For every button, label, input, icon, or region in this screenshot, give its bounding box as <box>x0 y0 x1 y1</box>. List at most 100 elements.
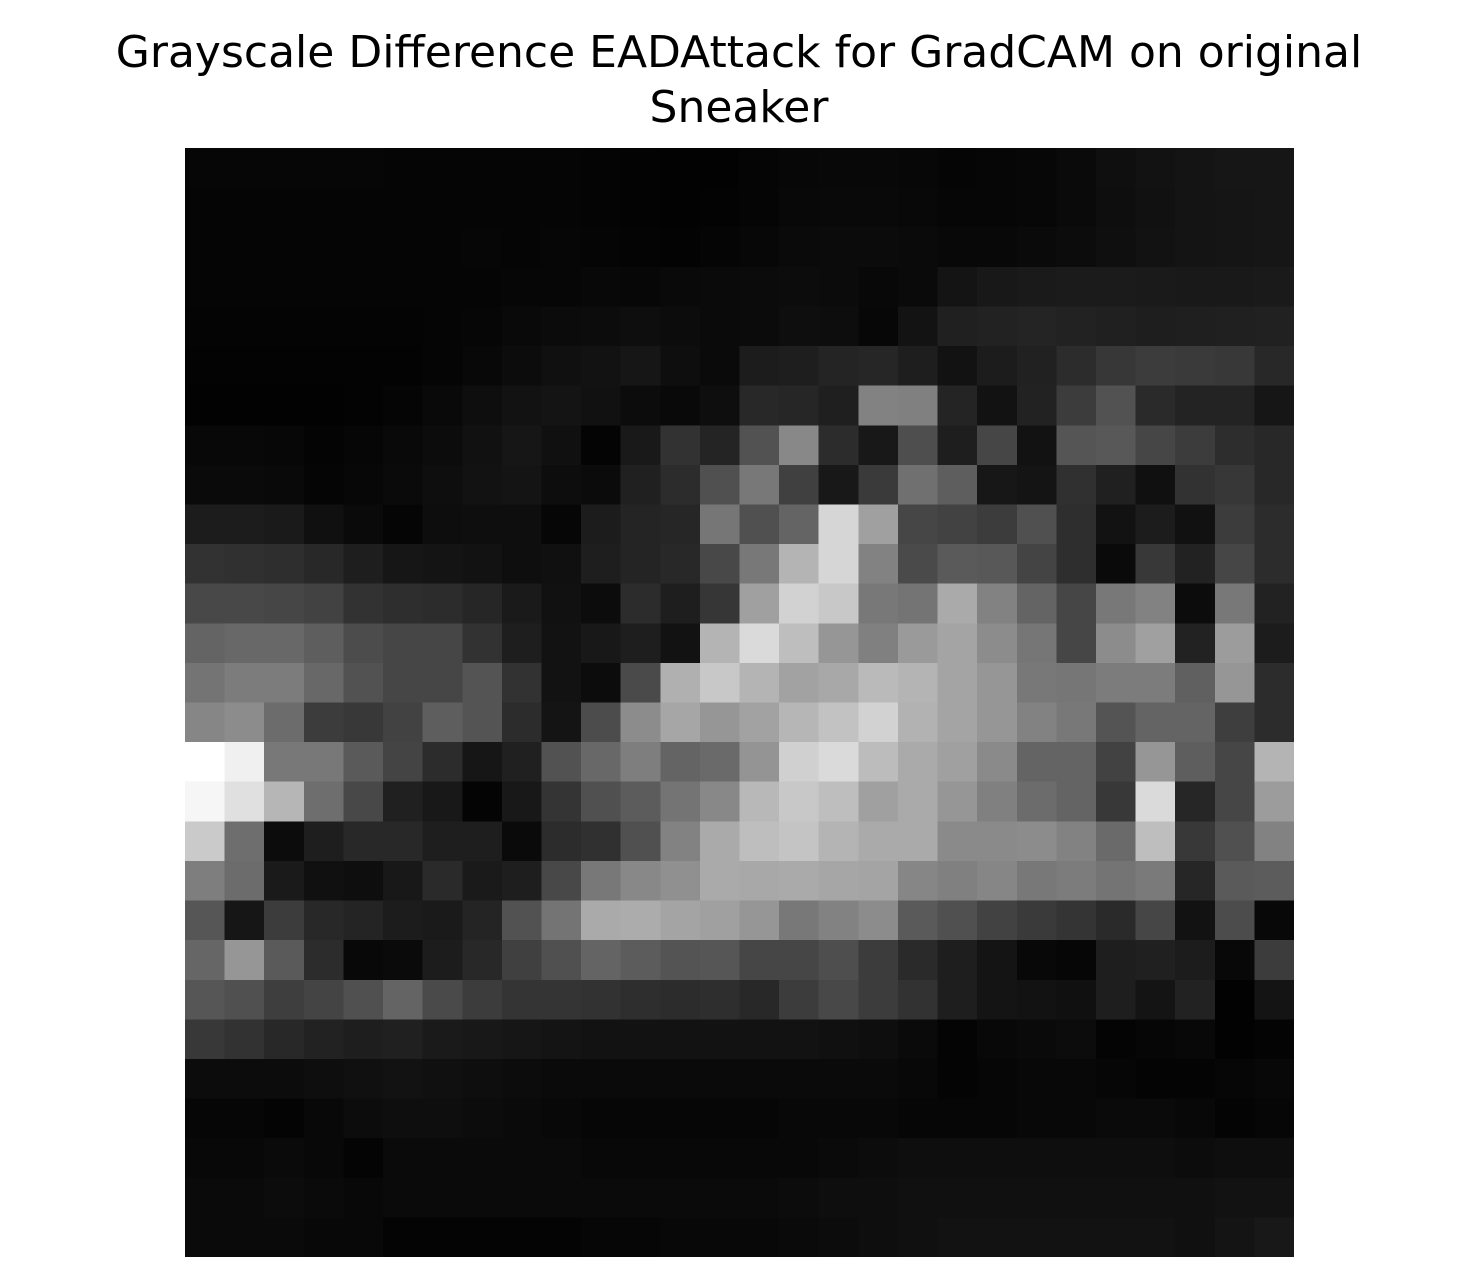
heatmap-cell-r13-c16 <box>818 662 859 704</box>
heatmap-cell-r9-c25 <box>1175 504 1216 545</box>
heatmap-cell-r1-c10 <box>581 187 622 228</box>
heatmap-cell-r12-c2 <box>264 623 305 664</box>
heatmap-cell-r8-c19 <box>937 464 978 506</box>
heatmap-cell-r16-c5 <box>383 781 424 822</box>
heatmap-cell-r3-c3 <box>303 266 345 308</box>
heatmap-cell-r20-c24 <box>1135 940 1176 981</box>
heatmap-cell-r22-c27 <box>1254 1019 1294 1060</box>
heatmap-cell-r13-c22 <box>1056 662 1097 704</box>
heatmap-cell-r12-c0 <box>185 623 226 664</box>
heatmap-cell-r17-c14 <box>739 821 780 862</box>
heatmap-cell-r9-c11 <box>620 504 661 545</box>
heatmap-cell-r3-c17 <box>858 266 899 308</box>
heatmap-cell-r3-c7 <box>462 266 503 308</box>
heatmap-cell-r23-c8 <box>501 1058 543 1100</box>
heatmap-cell-r22-c18 <box>897 1019 939 1060</box>
heatmap-cell-r3-c16 <box>818 266 859 308</box>
heatmap-cell-r24-c9 <box>541 1098 582 1139</box>
heatmap-cell-r9-c2 <box>264 504 305 545</box>
heatmap-cell-r25-c12 <box>660 1138 701 1179</box>
heatmap-cell-r17-c1 <box>224 821 265 862</box>
heatmap-cell-r14-c19 <box>937 702 978 743</box>
heatmap-cell-r5-c7 <box>462 346 503 387</box>
heatmap-cell-r5-c1 <box>224 346 265 387</box>
heatmap-cell-r20-c10 <box>581 940 622 981</box>
heatmap-cell-r3-c2 <box>264 266 305 308</box>
heatmap-cell-r7-c16 <box>818 425 859 466</box>
heatmap-cell-r8-c24 <box>1135 464 1176 506</box>
heatmap-cell-r20-c12 <box>660 940 701 981</box>
heatmap-cell-r20-c16 <box>818 940 859 981</box>
heatmap-cell-r21-c11 <box>620 979 661 1020</box>
heatmap-cell-r24-c27 <box>1254 1098 1294 1139</box>
heatmap-cell-r23-c25 <box>1175 1058 1216 1100</box>
heatmap-cell-r3-c11 <box>620 266 661 308</box>
heatmap-cell-r12-c19 <box>937 623 978 664</box>
heatmap-cell-r25-c7 <box>462 1138 503 1179</box>
heatmap-cell-r27-c26 <box>1214 1217 1255 1257</box>
heatmap-cell-r7-c12 <box>660 425 701 466</box>
heatmap-cell-r16-c26 <box>1214 781 1255 822</box>
heatmap-cell-r22-c24 <box>1135 1019 1176 1060</box>
heatmap-cell-r14-c23 <box>1095 702 1137 743</box>
heatmap-cell-r9-c5 <box>383 504 424 545</box>
heatmap-cell-r19-c23 <box>1095 900 1137 941</box>
heatmap-cell-r1-c20 <box>977 187 1018 228</box>
heatmap-cell-r11-c1 <box>224 583 265 624</box>
heatmap-cell-r14-c18 <box>897 702 939 743</box>
heatmap-cell-r12-c23 <box>1095 623 1137 664</box>
heatmap-cell-r0-c18 <box>897 148 939 189</box>
heatmap-cell-r10-c23 <box>1095 544 1137 585</box>
heatmap-cell-r8-c27 <box>1254 464 1294 506</box>
heatmap-cell-r8-c11 <box>620 464 661 506</box>
heatmap-cell-r14-c14 <box>739 702 780 743</box>
heatmap-cell-r16-c8 <box>501 781 543 822</box>
heatmap-cell-r10-c22 <box>1056 544 1097 585</box>
heatmap-cell-r20-c15 <box>779 940 820 981</box>
heatmap-cell-r15-c13 <box>699 742 741 783</box>
heatmap-cell-r6-c22 <box>1056 385 1097 426</box>
heatmap-cell-r3-c8 <box>501 266 543 308</box>
heatmap-cell-r5-c21 <box>1016 346 1057 387</box>
heatmap-cell-r4-c26 <box>1214 306 1255 347</box>
heatmap-cell-r7-c1 <box>224 425 265 466</box>
heatmap-cell-r9-c24 <box>1135 504 1176 545</box>
heatmap-cell-r2-c18 <box>897 227 939 268</box>
heatmap-cell-r13-c9 <box>541 662 582 704</box>
heatmap-cell-r15-c14 <box>739 742 780 783</box>
heatmap-cell-r9-c22 <box>1056 504 1097 545</box>
heatmap-cell-r5-c14 <box>739 346 780 387</box>
heatmap-cell-r12-c20 <box>977 623 1018 664</box>
heatmap-cell-r11-c17 <box>858 583 899 624</box>
heatmap-cell-r19-c27 <box>1254 900 1294 941</box>
heatmap-cell-r10-c3 <box>303 544 345 585</box>
heatmap-cell-r5-c12 <box>660 346 701 387</box>
heatmap-cell-r21-c5 <box>383 979 424 1020</box>
heatmap-cell-r0-c27 <box>1254 148 1294 189</box>
heatmap-cell-r11-c8 <box>501 583 543 624</box>
heatmap-cell-r3-c10 <box>581 266 622 308</box>
heatmap-cell-r3-c27 <box>1254 266 1294 308</box>
heatmap-cell-r12-c12 <box>660 623 701 664</box>
heatmap-cell-r24-c15 <box>779 1098 820 1139</box>
heatmap-cell-r1-c17 <box>858 187 899 228</box>
heatmap-cell-r13-c15 <box>779 662 820 704</box>
heatmap-cell-r1-c24 <box>1135 187 1176 228</box>
heatmap-cell-r5-c8 <box>501 346 543 387</box>
heatmap-cell-r7-c10 <box>581 425 622 466</box>
heatmap-cell-r12-c27 <box>1254 623 1294 664</box>
heatmap-cell-r22-c17 <box>858 1019 899 1060</box>
heatmap-cell-r20-c0 <box>185 940 226 981</box>
heatmap-cell-r21-c9 <box>541 979 582 1020</box>
heatmap-cell-r19-c19 <box>937 900 978 941</box>
heatmap-image <box>185 148 1294 1257</box>
heatmap-cell-r1-c15 <box>779 187 820 228</box>
heatmap-cell-r5-c20 <box>977 346 1018 387</box>
heatmap-cell-r18-c17 <box>858 860 899 902</box>
heatmap-cell-r7-c19 <box>937 425 978 466</box>
heatmap-cell-r4-c17 <box>858 306 899 347</box>
heatmap-cell-r24-c21 <box>1016 1098 1057 1139</box>
heatmap-cell-r27-c2 <box>264 1217 305 1257</box>
heatmap-cell-r5-c17 <box>858 346 899 387</box>
heatmap-cell-r11-c24 <box>1135 583 1176 624</box>
